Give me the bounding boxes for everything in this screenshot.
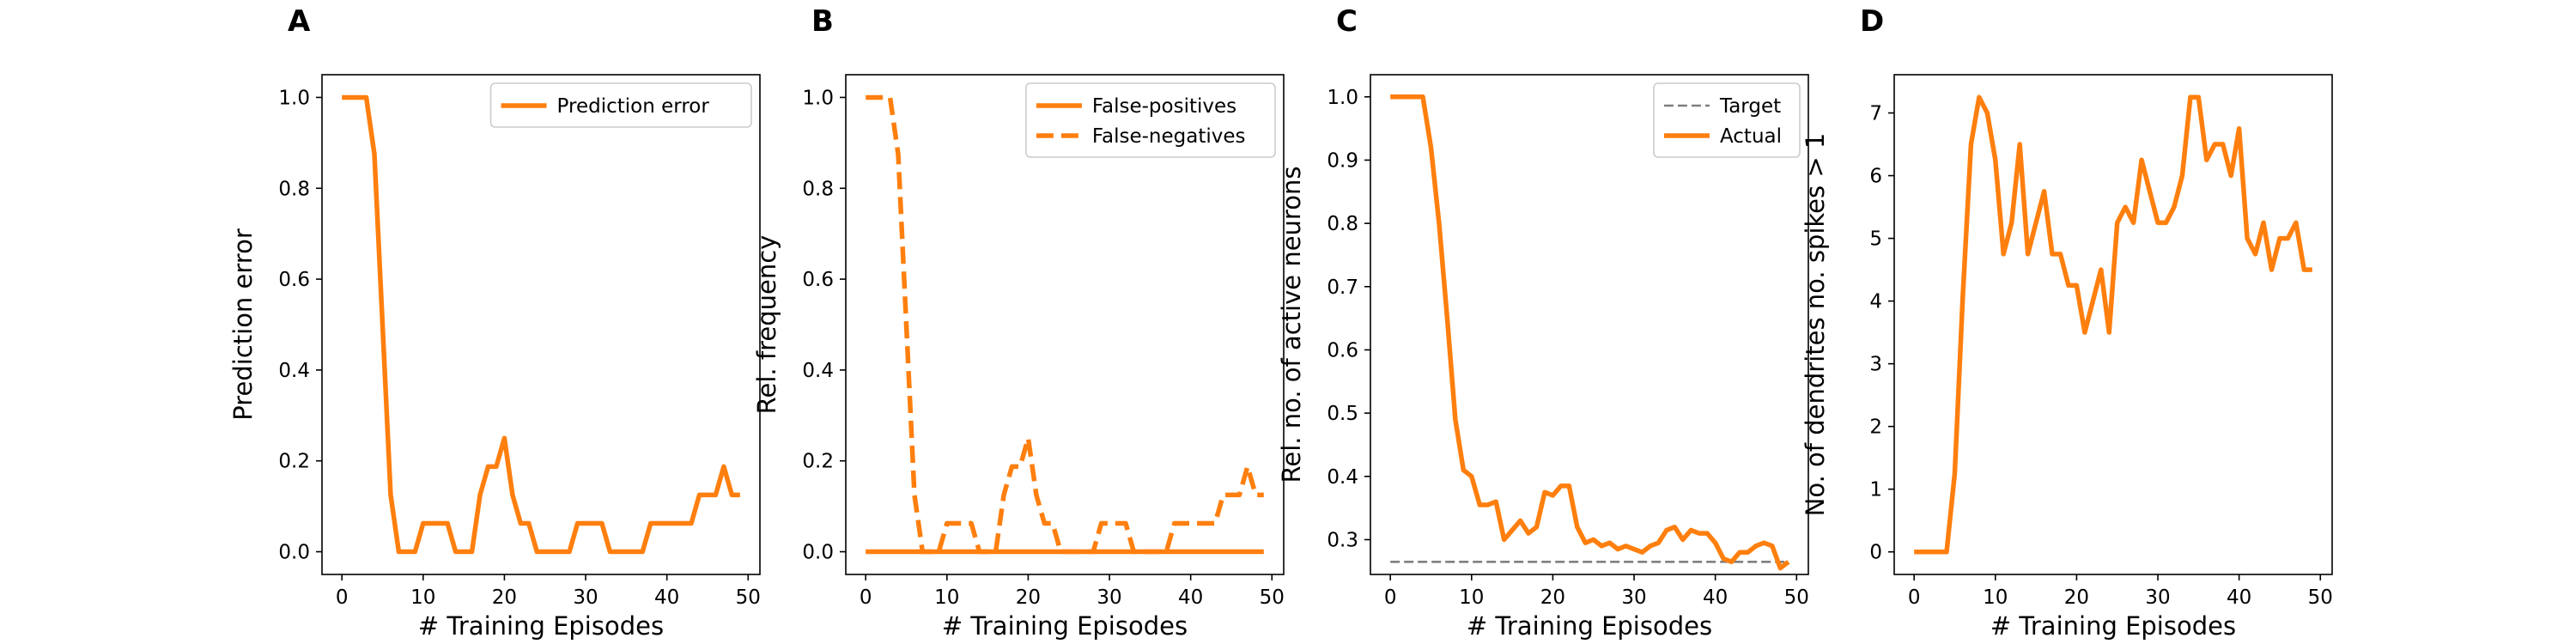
line-series [1914,94,2312,555]
y-tick-label: 0.3 [1327,529,1358,551]
y-tick-label: 0.0 [802,542,834,564]
x-tick-label: 40 [1703,586,1728,609]
y-tick-label: 0.2 [278,451,310,473]
legend-label: False-negatives [1092,125,1246,148]
x-tick-label: 10 [410,586,435,609]
x-tick-label: 50 [1784,586,1809,609]
line-series [342,94,740,555]
y-tick-label: 0.5 [1327,403,1358,425]
line-series [1390,94,1790,571]
axes-frame [1370,74,1809,575]
y-axis-label: Rel. frequency [752,235,781,415]
axes-frame [1893,74,2333,575]
x-tick-label: 0 [1384,586,1397,609]
y-tick-label: 0.6 [802,269,834,291]
panel-letter: A [288,4,311,39]
x-tick-label: 0 [336,586,349,609]
y-tick-label: 3 [1869,354,1882,376]
panel: A 0 10 20 30 40 50 0.0 0.2 0.4 0.6 0.8 1.0 # Training… [228,4,761,641]
panel-letter: C [1336,4,1358,39]
x-tick-label: 50 [2308,586,2333,609]
x-tick-label: 40 [2227,586,2251,609]
legend-label: Target [1719,95,1781,118]
x-tick-label: 10 [1459,586,1484,609]
x-tick-label: 30 [1097,586,1121,609]
x-tick-label: 20 [2064,586,2089,609]
x-axis-label: # Training Episodes [1990,611,2236,641]
y-tick-label: 0.0 [278,542,310,564]
y-tick-label: 0.7 [1327,276,1358,299]
legend-box [489,82,752,128]
x-tick-label: 0 [1908,586,1921,609]
x-tick-label: 0 [860,586,872,609]
legend-label: Prediction error [557,95,710,118]
y-tick-label: 0.2 [802,451,834,473]
y-tick-label: 0.9 [1327,149,1358,172]
y-tick-label: 0.4 [278,360,310,382]
y-tick-label: 0.4 [1327,466,1358,489]
x-tick-label: 20 [1016,586,1041,609]
x-tick-label: 30 [573,586,598,609]
panel-letter: D [1860,4,1884,39]
y-tick-label: 1.0 [278,87,310,109]
x-axis-label: # Training Episodes [942,611,1188,641]
legend-label: False-positives [1092,95,1236,118]
y-tick-label: 0.6 [1327,339,1358,361]
x-tick-label: 10 [934,586,959,609]
y-tick-label: 1 [1869,479,1882,501]
x-tick-label: 30 [2145,586,2170,609]
y-axis-label: Prediction error [228,228,258,421]
x-tick-label: 40 [654,586,679,609]
panel-letter: B [811,4,834,39]
y-tick-label: 0.8 [802,178,834,200]
axes-frame [321,74,761,575]
y-tick-label: 0.8 [1327,213,1358,235]
y-tick-label: 6 [1869,166,1882,188]
panel: C 0 10 20 30 40 50 0.3 0.4 0.5 0.6 0.7 0.8 0.9 1.0 # Tr… [1277,4,1809,641]
x-tick-label: 20 [1540,586,1565,609]
y-tick-label: 0.8 [278,178,310,200]
axes-frame [845,74,1285,575]
y-tick-label: 7 [1869,103,1882,125]
x-axis-label: # Training Episodes [418,611,664,641]
x-tick-label: 40 [1178,586,1203,609]
x-tick-label: 10 [1983,586,2008,609]
y-tick-label: 0.6 [278,269,310,291]
y-axis-label: No. of dendrites no. spikes > 1 [1801,133,1830,517]
y-tick-label: 0 [1869,542,1882,564]
y-tick-label: 4 [1869,291,1882,313]
y-tick-label: 0.4 [802,360,834,382]
y-tick-label: 2 [1869,416,1882,439]
x-tick-label: 30 [1621,586,1646,609]
line-series [866,94,1264,555]
x-tick-label: 20 [492,586,517,609]
x-tick-label: 50 [736,586,761,609]
y-tick-label: 1.0 [1327,87,1358,109]
y-axis-label: Rel. no. of active neurons [1277,167,1306,483]
legend-box [1653,82,1801,158]
legend-box [1025,82,1276,158]
x-axis-label: # Training Episodes [1467,611,1712,641]
y-tick-label: 1.0 [802,87,834,109]
x-tick-label: 50 [1260,586,1285,609]
y-tick-label: 5 [1869,228,1882,251]
panel: B 0 10 20 30 40 50 0.0 0.2 0.4 0.6 0.8 1.0 # Training… [752,4,1285,641]
legend-label: Actual [1720,125,1782,148]
panel: D 0 10 20 30 40 50 0 1 2 3 4 5 6 7 # Training Episodes N… [1801,4,2333,641]
